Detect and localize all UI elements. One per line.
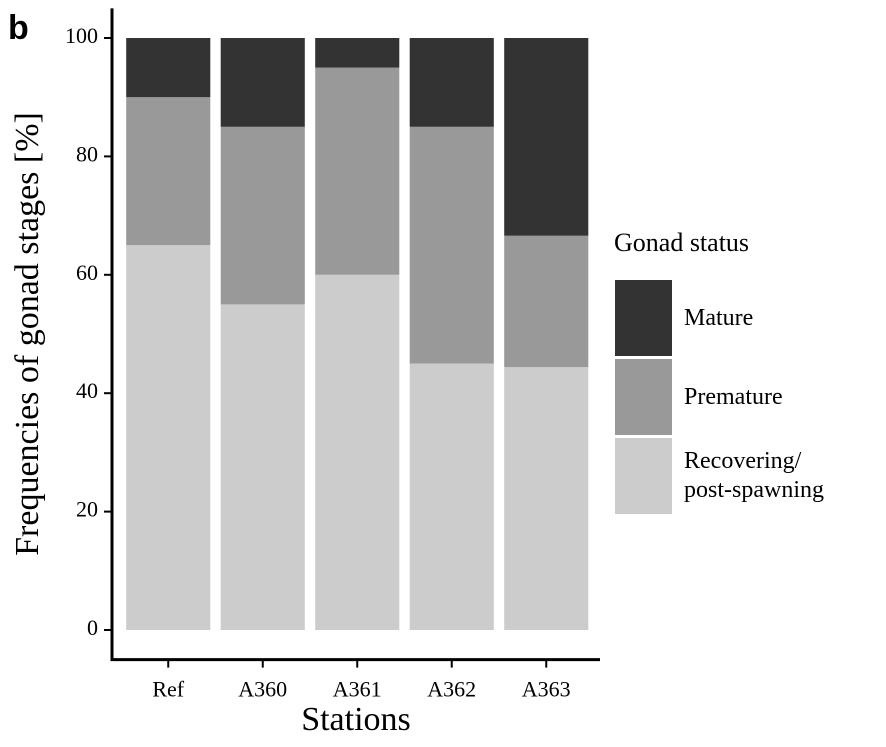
bar-segment (504, 235, 589, 368)
legend-swatch (615, 438, 672, 514)
bar-segment (315, 67, 400, 275)
bar-segment (220, 126, 305, 305)
y-tick-label: 40 (76, 378, 98, 403)
legend-swatch (615, 359, 672, 435)
bar-segment (409, 363, 494, 630)
y-tick-label: 0 (87, 615, 98, 640)
bar-segment (126, 245, 211, 630)
legend-title: Gonad status (614, 228, 749, 257)
bar-segment (409, 126, 494, 364)
bar-segment (409, 38, 494, 127)
legend-swatch (615, 280, 672, 356)
x-tick-label: A360 (238, 677, 287, 702)
y-tick-label: 60 (76, 260, 98, 285)
bar-segment (220, 38, 305, 127)
x-axis-title: Stations (301, 701, 411, 738)
bar-segment (220, 304, 305, 630)
x-tick-label: Ref (152, 677, 184, 702)
legend-item: Recovering/ post-spawning (684, 448, 824, 503)
bar-segment (126, 38, 211, 98)
legend-label: Premature (684, 383, 783, 410)
x-tick-label: A361 (333, 677, 382, 702)
bar-segment (315, 38, 400, 68)
x-tick-label: A362 (427, 677, 476, 702)
legend-label: Mature (684, 304, 754, 331)
legend-item: Premature (684, 383, 783, 410)
bar-segment (315, 274, 400, 630)
bar-segment (126, 97, 211, 246)
panel-label: b (8, 9, 29, 47)
y-axis-title: Frequencies of gonad stages [%] (9, 112, 46, 556)
y-tick-label: 100 (65, 23, 98, 48)
x-tick-label: A363 (522, 677, 571, 702)
bar-segment (504, 38, 589, 236)
bar-segment (504, 367, 589, 630)
legend-item: Mature (684, 304, 754, 331)
legend-label: Recovering/ post-spawning (684, 448, 824, 503)
y-tick-label: 80 (76, 141, 98, 166)
y-tick-label: 20 (76, 497, 98, 522)
